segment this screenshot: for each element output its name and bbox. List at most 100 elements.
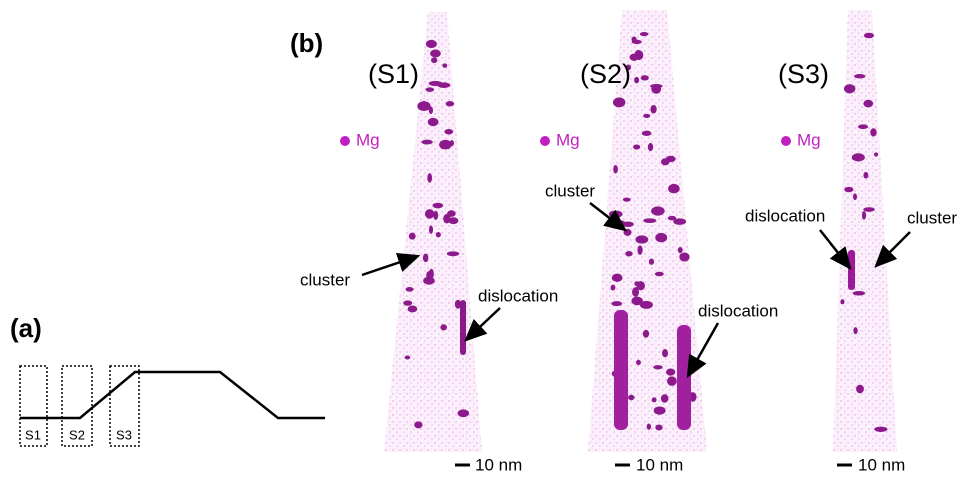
cluster — [437, 82, 450, 88]
cluster — [853, 291, 865, 296]
cluster — [840, 299, 844, 304]
cluster — [439, 140, 452, 150]
cluster — [609, 210, 623, 217]
cluster — [425, 209, 434, 218]
cluster — [423, 277, 435, 285]
cluster — [858, 124, 868, 129]
cluster — [421, 140, 432, 145]
cluster — [611, 301, 622, 306]
cluster — [874, 152, 878, 156]
scale-label: 10 nm — [475, 455, 522, 474]
cluster — [623, 198, 631, 202]
cluster — [612, 274, 623, 282]
cluster — [642, 131, 652, 136]
cluster — [440, 324, 447, 330]
annotation: dislocation — [745, 206, 825, 225]
cluster — [414, 421, 422, 428]
cluster — [403, 300, 412, 305]
cluster — [431, 57, 437, 63]
cluster — [450, 140, 454, 146]
cluster — [622, 221, 634, 227]
cluster — [423, 254, 429, 263]
cluster — [625, 251, 632, 256]
dislocation — [848, 250, 855, 290]
tip-title: (S3) — [778, 59, 829, 89]
tip-title: (S1) — [368, 59, 419, 89]
cluster — [429, 225, 433, 234]
box-label: S1 — [25, 427, 41, 442]
cluster — [641, 75, 649, 80]
cluster — [430, 50, 441, 58]
annotation: dislocation — [478, 286, 558, 305]
cluster — [647, 423, 651, 429]
cluster — [444, 129, 453, 134]
panel-label: (b) — [290, 28, 323, 58]
cluster — [844, 187, 853, 192]
cluster — [864, 33, 874, 38]
cluster — [653, 365, 662, 369]
annotation: cluster — [300, 270, 350, 289]
cluster — [443, 214, 450, 224]
cluster — [668, 184, 680, 194]
legend-label: Mg — [556, 130, 580, 149]
panel-label: (a) — [10, 313, 42, 343]
cluster — [652, 397, 657, 402]
scale-label: 10 nm — [636, 455, 683, 474]
cluster — [640, 32, 649, 36]
cluster — [442, 63, 447, 67]
cluster — [409, 233, 416, 240]
process-profile — [20, 372, 325, 418]
legend-dot — [340, 136, 350, 146]
cluster — [649, 259, 654, 265]
cluster — [426, 87, 435, 92]
cluster — [426, 40, 437, 48]
cluster — [853, 193, 857, 200]
cluster — [651, 84, 661, 94]
cluster — [429, 269, 434, 279]
cluster — [862, 211, 866, 220]
cluster — [651, 206, 665, 215]
dislocation — [677, 325, 691, 430]
cluster — [643, 218, 656, 223]
legend-dot — [540, 136, 550, 146]
cluster — [853, 327, 857, 334]
cluster — [863, 207, 875, 212]
annotation: cluster — [545, 181, 595, 200]
annotation: dislocation — [698, 301, 778, 320]
cluster — [667, 376, 677, 385]
cluster — [852, 153, 865, 161]
cluster — [428, 118, 439, 126]
cluster — [662, 349, 668, 357]
tip-title: (S2) — [580, 59, 631, 89]
cluster — [661, 158, 670, 165]
cluster — [631, 37, 636, 43]
cluster — [408, 306, 418, 313]
cluster — [643, 330, 649, 338]
legend-label: Mg — [356, 130, 380, 149]
cluster — [422, 101, 427, 105]
cluster — [666, 368, 675, 375]
cluster — [613, 165, 618, 173]
cluster — [634, 77, 639, 83]
cluster — [405, 355, 411, 359]
cluster — [429, 106, 433, 114]
cluster — [655, 272, 664, 277]
cluster — [679, 253, 689, 262]
cluster — [447, 251, 459, 256]
cluster — [874, 427, 887, 432]
cluster — [637, 245, 642, 254]
cluster — [655, 233, 667, 242]
cluster — [405, 287, 413, 292]
cluster — [661, 394, 669, 402]
scale-label: 10 nm — [858, 455, 905, 474]
box-label: S3 — [116, 427, 132, 442]
cluster — [648, 143, 653, 151]
cluster — [446, 101, 454, 106]
cluster — [613, 97, 625, 107]
cluster — [863, 100, 873, 108]
cluster — [611, 285, 616, 291]
dislocation — [614, 310, 628, 430]
cluster — [635, 235, 648, 243]
cluster — [870, 128, 876, 136]
cluster — [655, 425, 662, 431]
